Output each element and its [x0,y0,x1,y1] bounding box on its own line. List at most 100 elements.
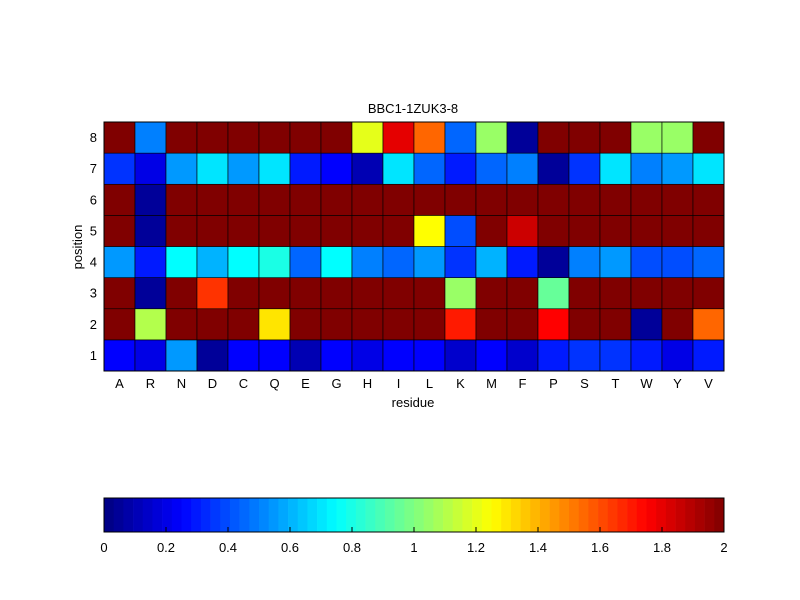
colorbar-segment [636,498,647,532]
colorbar-tick-label: 0.2 [157,540,175,555]
colorbar-tick-label: 1.6 [591,540,609,555]
colorbar-tick-label: 1.2 [467,540,485,555]
colorbar-segment [317,498,328,532]
heatmap-cell [103,183,136,216]
colorbar-segment [559,498,570,532]
colorbar [103,497,725,533]
colorbar-segment [123,498,134,532]
colorbar-segment [113,498,124,532]
heatmap-cell [196,183,229,216]
heatmap-cell [227,308,260,341]
x-tick-label: Y [673,376,682,391]
colorbar-segment [171,498,182,532]
heatmap-cell [568,183,601,216]
heatmap-cell [134,339,167,372]
y-tick-label: 5 [90,223,97,238]
colorbar-segment [578,498,589,532]
x-tick-label: K [456,376,465,391]
heatmap-cell [196,152,229,185]
colorbar-segment [685,498,696,532]
colorbar-segment [704,498,715,532]
heatmap-cell [165,277,198,310]
colorbar-segment [665,498,676,532]
colorbar-tick-label: 1.8 [653,540,671,555]
heatmap-cell [444,308,477,341]
x-tick-label: Q [269,376,279,391]
heatmap-cell [692,339,725,372]
colorbar-segment [229,498,240,532]
colorbar-segment [249,498,260,532]
heatmap-cell [413,121,446,154]
colorbar-tick-label: 0.6 [281,540,299,555]
colorbar-segment [336,498,347,532]
heatmap-cell [537,152,570,185]
heatmap-cell [413,246,446,278]
heatmap-cell [289,246,322,278]
heatmap-cell [413,277,446,310]
heatmap-cell [692,246,725,278]
colorbar-segment [365,498,376,532]
heatmap-cell [134,121,167,154]
colorbar-segment [375,498,386,532]
colorbar-segment [481,498,492,532]
heatmap-cell [506,277,539,310]
colorbar-segment [433,498,444,532]
heatmap-cell [444,183,477,216]
heatmap-cell [196,339,229,372]
heatmap-cell [413,215,446,247]
heatmap-cell [258,339,291,372]
colorbar-segment [539,498,550,532]
heatmap-cell [537,215,570,247]
heatmap-cell [475,215,508,247]
colorbar-segment [210,498,221,532]
colorbar-segment [569,498,579,532]
heatmap-cell [320,308,353,341]
heatmap-cell [475,152,508,185]
heatmap-cell [568,152,601,185]
heatmap-cell [351,339,384,372]
colorbar-segment [607,498,618,532]
heatmap-cell [320,215,353,247]
heatmap-cell [196,308,229,341]
plot-frame [103,121,725,372]
colorbar-segment [472,498,483,532]
heatmap-cell [692,152,725,185]
heatmap-cell [661,339,694,372]
x-tick-label: T [612,376,620,391]
heatmap-cell [537,308,570,341]
heatmap-cell [630,152,663,185]
heatmap-cell [630,246,663,278]
heatmap-cell [475,277,508,310]
heatmap-cell [661,152,694,185]
heatmap-cell [475,339,508,372]
colorbar-segment [384,498,395,532]
colorbar-segment [549,498,560,532]
heatmap-cell [599,246,632,278]
heatmap-cell [320,246,353,278]
y-tick-label: 7 [90,161,97,176]
x-tick-label: L [426,376,433,391]
y-axis-label: position [70,225,85,270]
heatmap-cell [103,339,136,372]
x-tick-label: E [301,376,310,391]
colorbar-segment [220,498,231,532]
heatmap-cell [103,152,136,185]
heatmap-cell [289,152,322,185]
heatmap-cell [661,246,694,278]
colorbar-segment [646,498,657,532]
heatmap-cell [413,308,446,341]
heatmap-cell [165,308,198,341]
heatmap-cell [537,246,570,278]
heatmap-cell [444,215,477,247]
heatmap-cell [692,215,725,247]
x-tick-label: S [580,376,589,391]
heatmap-cell [382,277,415,310]
colorbar-segment [443,498,454,532]
heatmap-cell [227,183,260,216]
heatmap-cell [196,246,229,278]
heatmap-cell [475,183,508,216]
colorbar-segment [259,498,269,532]
heatmap-cell [568,308,601,341]
colorbar-segment [675,498,686,532]
heatmap-cell [289,121,322,154]
